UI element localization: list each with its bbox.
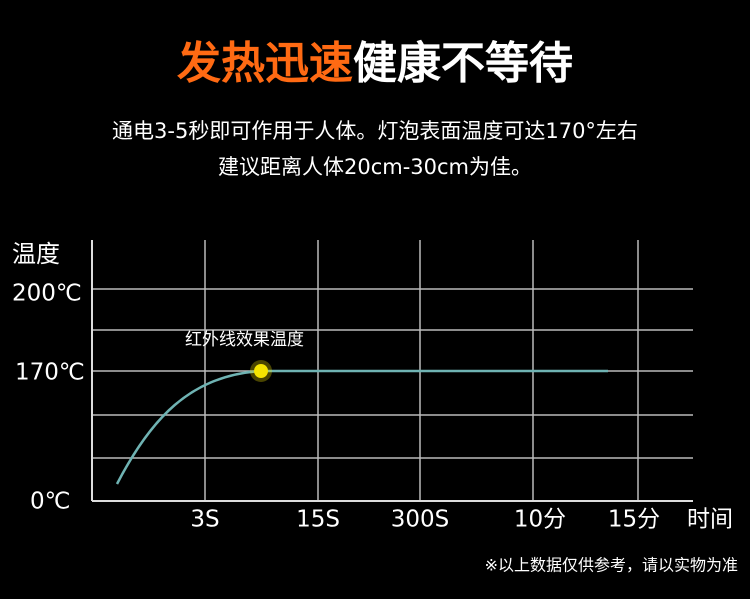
y-axis-label: 温度 bbox=[12, 240, 60, 268]
heating-curve bbox=[115, 369, 608, 485]
title-rest: 健康不等待 bbox=[353, 38, 573, 89]
y-label: 200℃ bbox=[12, 281, 82, 307]
y-label: 170℃ bbox=[15, 360, 85, 386]
x-label: 15分 bbox=[608, 507, 660, 533]
x-label: 3S bbox=[190, 507, 219, 533]
y-label: 0℃ bbox=[30, 489, 70, 515]
x-label: 300S bbox=[391, 507, 450, 533]
subtitle-line: 建议距离人体20cm-30cm为佳。 bbox=[218, 155, 532, 179]
annotation: 红外线效果温度 bbox=[185, 330, 304, 350]
subtitle-line: 通电3-5秒即可作用于人体。灯泡表面温度可达170°左右 bbox=[112, 119, 638, 143]
title: 发热迅速健康不等待 bbox=[177, 38, 573, 89]
footnote: ※以上数据仅供参考，请以实物为准 bbox=[485, 556, 738, 575]
x-label: 10分 bbox=[514, 507, 566, 533]
dot bbox=[254, 364, 268, 378]
title-highlight: 发热迅速 bbox=[177, 38, 353, 89]
x-axis-label: 时间 bbox=[687, 507, 733, 533]
x-label: 15S bbox=[296, 507, 340, 533]
